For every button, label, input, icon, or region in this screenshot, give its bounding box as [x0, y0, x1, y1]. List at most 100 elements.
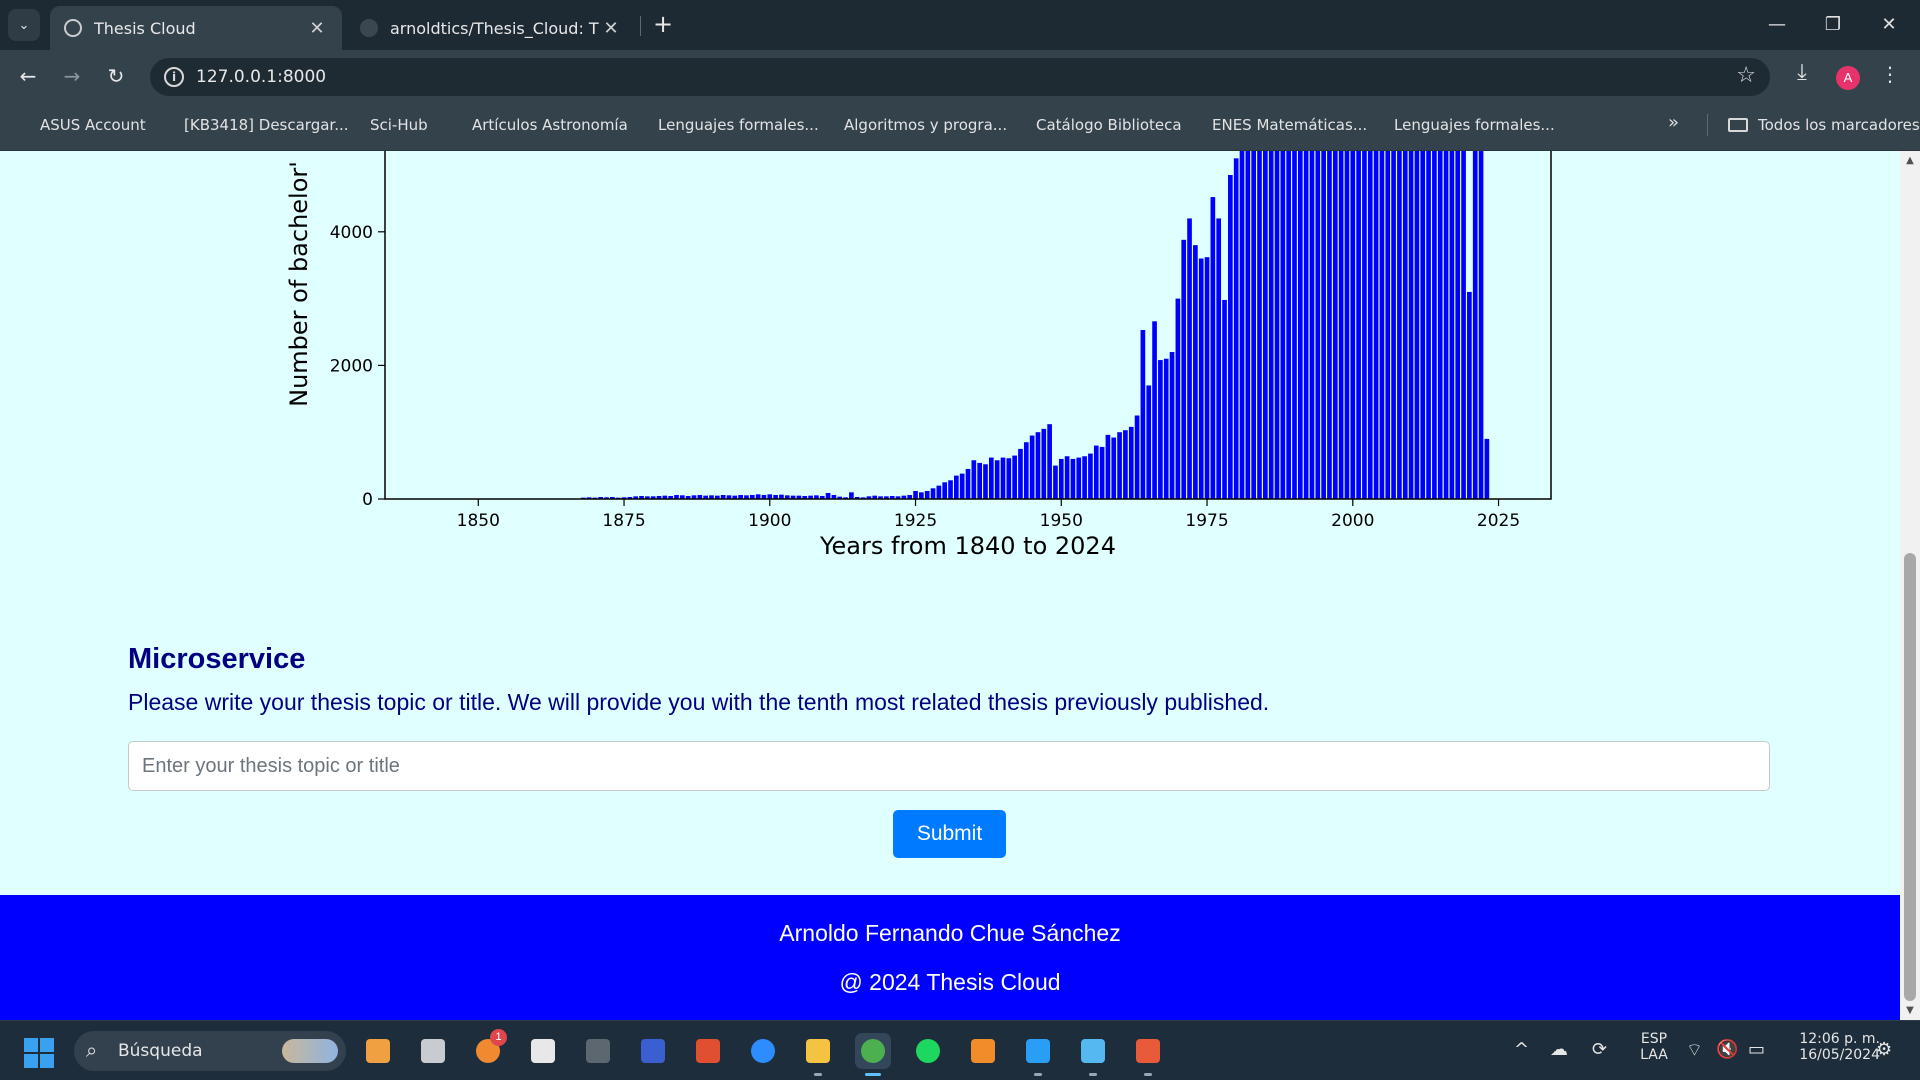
page-scrollbar[interactable]: ▲ ▼ — [1900, 151, 1920, 1020]
all-bookmarks-label: Todos los marcadores — [1758, 116, 1920, 134]
store-icon — [531, 1039, 555, 1063]
bookmark-sci-hub[interactable]: Sci-Hub — [344, 112, 428, 138]
windows-start-icon[interactable] — [24, 1038, 54, 1068]
bookmark-label: Algoritmos y progra... — [844, 116, 1008, 134]
math-app[interactable] — [635, 1033, 671, 1069]
forward-button[interactable]: → — [63, 64, 81, 88]
running-indicator — [1144, 1073, 1152, 1076]
bookmark-articulos-astronomia[interactable]: Artículos Astronomía — [446, 112, 628, 138]
file-explorer-window-app[interactable] — [415, 1033, 451, 1069]
bookmark-star-icon[interactable]: ☆ — [1736, 63, 1756, 88]
chart-bar — [679, 495, 685, 499]
chart-bar — [1222, 299, 1227, 499]
chart-bar — [621, 497, 627, 499]
chart-bar — [1268, 151, 1274, 499]
bookmark-lenguajes-formales-2[interactable]: Lenguajes formales... — [1368, 112, 1555, 138]
profile-avatar[interactable]: A — [1836, 66, 1860, 90]
git-app[interactable] — [1130, 1033, 1166, 1076]
chart-bar — [1303, 151, 1309, 499]
back-button[interactable]: ← — [19, 64, 37, 88]
address-url[interactable]: 127.0.0.1:8000 — [196, 67, 327, 87]
onedrive-cloud-icon[interactable]: ☁ — [1550, 1039, 1568, 1060]
sync-icon[interactable]: ⟳ — [1592, 1039, 1608, 1060]
chart-bar — [919, 492, 924, 499]
chart-bar — [1472, 151, 1478, 499]
bookmark-kb3418[interactable]: [KB3418] Descargar... — [158, 112, 349, 138]
spotify-app[interactable] — [910, 1033, 946, 1069]
scroll-up-arrow-icon[interactable]: ▲ — [1906, 155, 1914, 166]
bookmark-lenguajes-formales-1[interactable]: Lenguajes formales... — [632, 112, 819, 138]
chart-bar — [685, 495, 691, 499]
language-indicator[interactable]: ESP LAA — [1634, 1031, 1674, 1063]
gear-shield-app[interactable] — [580, 1033, 616, 1069]
zoom-app[interactable] — [745, 1033, 781, 1069]
chart-bar — [1099, 446, 1105, 499]
volume-muted-icon[interactable]: 🔇 — [1716, 1039, 1739, 1060]
chart-bar — [936, 485, 942, 499]
chrome-app[interactable] — [855, 1033, 891, 1076]
browser-menu-icon[interactable]: ⋮ — [1880, 62, 1900, 86]
scroll-down-arrow-icon[interactable]: ▼ — [1906, 1005, 1914, 1016]
vscode-icon — [1026, 1039, 1050, 1063]
tray-overflow-icon[interactable]: ^ — [1514, 1039, 1530, 1060]
chart-bar — [1484, 438, 1490, 499]
chart-bar — [1117, 432, 1122, 499]
tab-github[interactable]: arnoldtics/Thesis_Cloud: Thesis ✕ — [346, 6, 636, 50]
notification-badge: 1 — [490, 1029, 507, 1046]
git-icon — [1136, 1039, 1160, 1063]
sublime-app[interactable] — [965, 1033, 1001, 1069]
page-footer: Arnoldo Fernando Chue Sánchez @ 2024 The… — [0, 895, 1900, 1020]
notification-app[interactable]: 1 — [470, 1029, 507, 1069]
ccleaner-app[interactable] — [690, 1033, 726, 1069]
chart-bar — [1193, 245, 1198, 499]
folder-app[interactable] — [800, 1033, 836, 1076]
chart-bar — [1245, 151, 1251, 499]
notepad-app[interactable] — [1075, 1033, 1111, 1076]
copilot-app[interactable] — [360, 1033, 396, 1069]
chart-bar — [656, 495, 662, 499]
chart-bar — [1385, 151, 1391, 499]
close-tab-icon[interactable]: ✕ — [309, 17, 325, 39]
restore-button[interactable]: ❐ — [1824, 14, 1842, 35]
chart-bar — [843, 497, 848, 499]
tab-thesis-cloud[interactable]: Thesis Cloud ✕ — [50, 6, 342, 50]
close-tab-icon[interactable]: ✕ — [603, 17, 619, 39]
all-bookmarks-button[interactable]: Todos los marcadores — [1728, 112, 1920, 138]
chart-bar — [942, 482, 948, 499]
vscode-app[interactable] — [1020, 1033, 1056, 1076]
file-explorer-window-icon — [421, 1039, 445, 1063]
reload-button[interactable]: ↻ — [107, 64, 125, 88]
bar-chart: 1850 1875 1900 1925 1950 1975 2000 2025 0 2000 40… — [285, 151, 1552, 560]
battery-icon[interactable]: ▭ — [1748, 1039, 1766, 1060]
clock[interactable]: 12:06 p. m. 16/05/2024 — [1780, 1031, 1880, 1063]
taskbar-search[interactable]: ⌕ Búsqueda — [74, 1031, 346, 1071]
wifi-icon[interactable]: ⌔ — [1686, 1040, 1703, 1061]
github-icon — [360, 19, 378, 37]
chart-bar — [668, 495, 674, 499]
running-indicator — [865, 1073, 881, 1076]
tab-list-button[interactable]: ⌄ — [8, 9, 40, 41]
download-icon[interactable]: ⤓ — [1797, 60, 1807, 85]
bookmark-catalogo-biblioteca[interactable]: Catálogo Biblioteca — [1010, 112, 1182, 138]
folder-icon — [1728, 118, 1748, 132]
close-window-button[interactable]: ✕ — [1881, 14, 1897, 35]
bookmarks-overflow-icon[interactable]: » — [1668, 112, 1680, 133]
submit-button[interactable]: Submit — [893, 810, 1006, 858]
bookmark-algoritmos[interactable]: Algoritmos y progra... — [818, 112, 1007, 138]
store-app[interactable] — [525, 1033, 561, 1069]
site-info-icon[interactable]: i — [164, 67, 184, 87]
minimize-button[interactable]: — — [1768, 14, 1786, 35]
bookmark-asus-account[interactable]: ASUS Account — [14, 112, 146, 138]
chart-bar — [604, 497, 609, 499]
chart-bar — [1461, 151, 1466, 499]
chart-bar — [1064, 456, 1070, 499]
bookmark-enes-matematicas[interactable]: ENES Matemáticas... — [1186, 112, 1367, 138]
new-tab-button[interactable]: + — [652, 10, 674, 38]
thesis-topic-input[interactable] — [128, 741, 1770, 791]
x-tick-label: 1925 — [894, 511, 937, 531]
scroll-thumb[interactable] — [1904, 553, 1916, 1001]
address-bar[interactable]: i 127.0.0.1:8000 ☆ — [150, 58, 1770, 96]
bookmarks-bar: ASUS Account [KB3418] Descargar... Sci-H… — [0, 100, 1920, 151]
notification-center-icon[interactable]: ⚙ — [1876, 1039, 1893, 1060]
chart-bar — [913, 490, 918, 499]
